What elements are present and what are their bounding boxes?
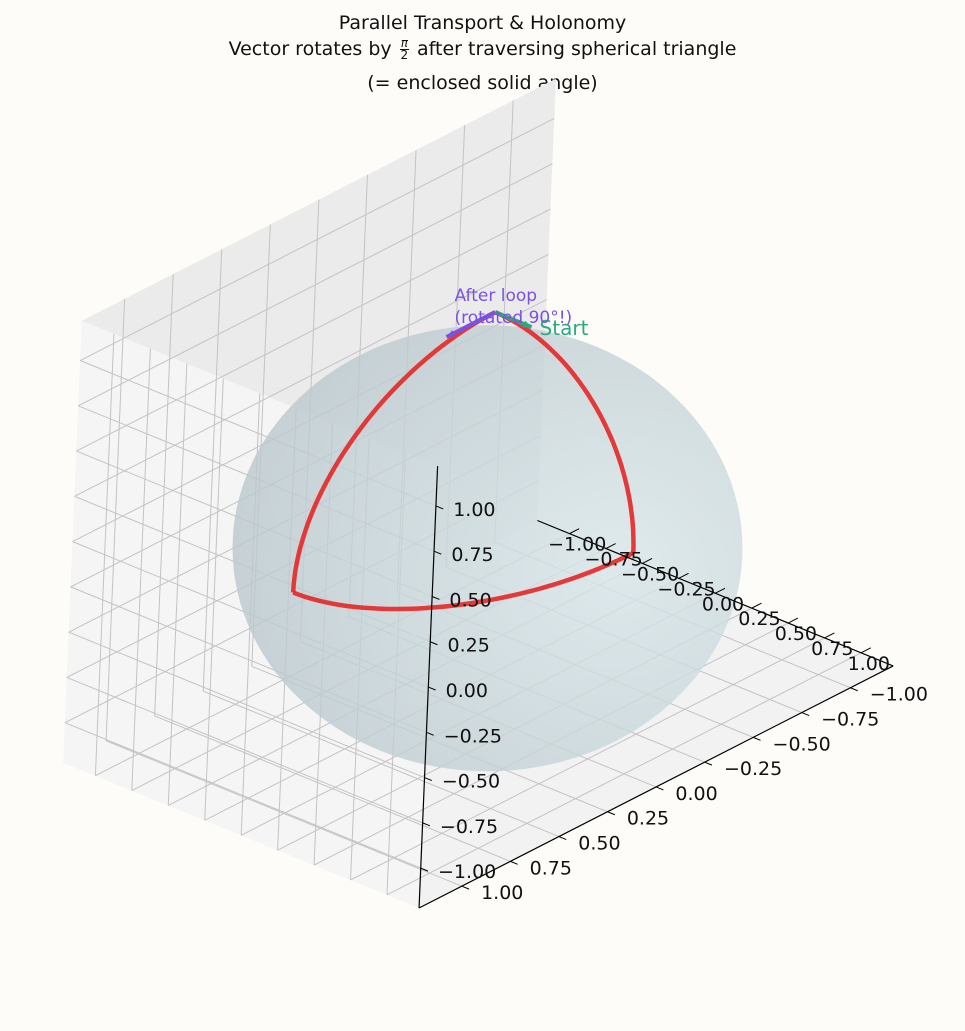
- grid-left-y-8: [105, 298, 126, 741]
- y-tick-3: [704, 761, 713, 766]
- x-tick-label-3: −0.25: [657, 578, 715, 600]
- z-tick-label-5: 0.25: [448, 635, 490, 657]
- z-tick-4: [428, 686, 436, 691]
- vector-head-0: [522, 320, 532, 328]
- z-tick-6: [431, 596, 440, 600]
- vector-label-1: After loop (rotated 90°!): [455, 286, 573, 328]
- grid-left-y-7: [154, 274, 174, 716]
- grid-floor-y-7: [154, 715, 511, 862]
- z-tick-label-8: 1.00: [453, 499, 495, 521]
- grid-left-y-6: [202, 249, 223, 692]
- y-tick-label-7: 0.75: [530, 857, 572, 879]
- y-tick-7: [510, 860, 518, 865]
- vector-label-line: After loop: [455, 286, 538, 306]
- vector-head-1: [446, 330, 456, 337]
- x-tick-5: [751, 602, 762, 609]
- z-tick-8: [435, 505, 444, 510]
- y-tick-label-8: 1.00: [481, 882, 523, 904]
- y-tick-label-4: 0.00: [675, 783, 717, 805]
- z-tick-label-0: −1.00: [438, 861, 496, 883]
- x-tick-3: [678, 572, 689, 579]
- x-tick-8: [860, 647, 872, 654]
- z-tick-2: [424, 777, 433, 782]
- y-tick-label-5: 0.25: [627, 808, 669, 830]
- z-tick-label-4: 0.00: [446, 680, 488, 702]
- y-tick-label-3: −0.25: [724, 758, 782, 780]
- grid-left-z-6: [76, 208, 551, 452]
- x-tick-1: [605, 543, 616, 549]
- grid-left-z-7: [78, 163, 553, 407]
- transport-path: [290, 310, 636, 612]
- sphere-surface: [232, 325, 743, 772]
- grid-floor-x-8: [386, 652, 862, 896]
- x-tick-label-8: 1.00: [848, 653, 890, 675]
- y-tick-2: [753, 736, 761, 741]
- x-tick-2: [642, 558, 653, 564]
- z-tick-1: [422, 822, 431, 827]
- y-tick-label-6: 0.50: [578, 833, 620, 855]
- sphere-body: [232, 325, 743, 772]
- grid-left-z-8: [79, 118, 555, 361]
- x-tick-4: [715, 587, 726, 594]
- grid-floor-x-7: [350, 637, 825, 881]
- y-tick-6: [558, 836, 567, 840]
- x-tick-7: [824, 632, 835, 639]
- y-tick-4: [655, 786, 664, 791]
- path-arc-1: [292, 550, 635, 612]
- chart-title-line2-before: Vector rotates by: [228, 38, 392, 60]
- z-tick-label-2: −0.50: [442, 771, 500, 793]
- x-tick-label-4: 0.00: [702, 593, 744, 615]
- z-tick-label-1: −0.75: [440, 816, 498, 838]
- grid-floor-y-8: [105, 740, 462, 887]
- vector-1: [445, 310, 497, 339]
- title-fraction-den: 2: [400, 48, 409, 62]
- y-tick-5: [607, 811, 616, 816]
- grid-left-z-5: [74, 253, 549, 497]
- z-tick-7: [433, 550, 442, 555]
- grid-floor-y-6: [203, 690, 560, 838]
- path-arc-2: [290, 310, 497, 593]
- y-tick-1: [801, 712, 810, 716]
- y-tick-0: [850, 687, 858, 692]
- vector-label-line: Start: [540, 316, 589, 340]
- x-tick-0: [569, 528, 580, 535]
- axes-tick-labels: −1.00−1.00−1.00−0.75−0.75−0.75−0.50−0.50…: [420, 499, 928, 904]
- z-tick-label-3: −0.25: [444, 725, 502, 747]
- x-tick-label-7: 0.75: [811, 638, 853, 660]
- chart-title-line1: Parallel Transport & Holonomy: [338, 12, 627, 34]
- z-tick-3: [426, 731, 434, 736]
- x-tick-label-1: −0.75: [585, 549, 643, 571]
- x-tick-6: [787, 617, 799, 624]
- y-tick-label-2: −0.50: [773, 733, 831, 755]
- title-fraction-num: π: [399, 36, 409, 50]
- x-tick-label-6: 0.50: [775, 623, 817, 645]
- y-tick-label-1: −0.75: [821, 709, 879, 731]
- y-tick-label-0: −1.00: [870, 684, 928, 706]
- chart-title-line2-after: after traversing spherical triangle: [417, 38, 737, 60]
- x-tick-label-5: 0.25: [738, 608, 780, 630]
- z-tick-label-6: 0.50: [449, 589, 491, 611]
- z-tick-0: [420, 867, 429, 872]
- z-tick-label-7: 0.75: [451, 544, 493, 566]
- z-tick-5: [430, 641, 438, 646]
- y-tick-8: [461, 885, 470, 890]
- vector-label-line: (rotated 90°!): [455, 308, 573, 328]
- x-tick-label-0: −1.00: [548, 534, 606, 556]
- path-arc-0: [494, 310, 636, 553]
- vector-label-0: Start: [540, 316, 589, 340]
- x-tick-label-2: −0.50: [621, 563, 679, 585]
